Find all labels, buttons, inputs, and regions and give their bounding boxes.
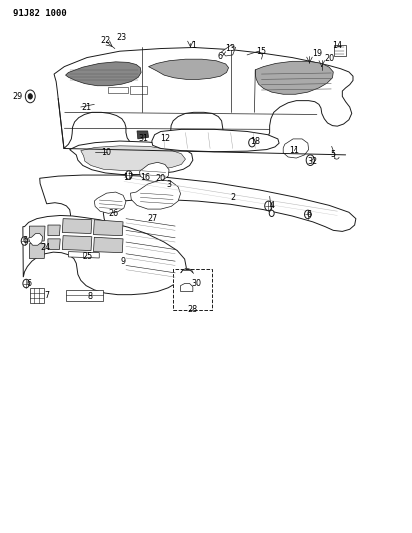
Circle shape [25,90,35,103]
Text: 28: 28 [188,304,198,313]
Circle shape [269,210,274,216]
Text: 15: 15 [256,47,267,55]
Polygon shape [108,87,128,93]
Polygon shape [283,139,309,158]
Polygon shape [40,175,356,233]
Circle shape [265,201,272,211]
Text: 8: 8 [88,292,93,301]
Text: 5: 5 [331,150,336,159]
Text: 2: 2 [230,193,235,202]
Polygon shape [94,192,126,213]
Text: 11: 11 [289,146,299,155]
Polygon shape [62,236,92,251]
Text: 32: 32 [308,157,318,166]
Text: 3: 3 [166,180,171,189]
Text: 31: 31 [138,134,149,143]
Text: 6: 6 [218,52,223,61]
Text: 30: 30 [191,279,201,288]
Text: 6: 6 [23,237,28,246]
FancyBboxPatch shape [173,269,212,310]
Text: 25: 25 [83,253,93,261]
Text: 91J82 1000: 91J82 1000 [13,9,67,18]
Polygon shape [94,237,123,253]
Text: 1: 1 [191,42,196,51]
Text: 23: 23 [117,34,127,43]
Polygon shape [29,226,45,241]
Circle shape [306,155,314,165]
Polygon shape [148,59,229,79]
Polygon shape [68,252,99,258]
Text: 20: 20 [324,54,334,62]
Circle shape [21,237,28,245]
Polygon shape [334,45,346,56]
Polygon shape [62,219,92,233]
Text: 21: 21 [82,102,92,111]
Text: 20: 20 [155,174,165,183]
Text: 24: 24 [40,244,50,253]
Text: 29: 29 [12,92,22,101]
Polygon shape [48,225,60,236]
Polygon shape [54,47,353,149]
Polygon shape [131,180,180,209]
Text: 18: 18 [250,137,260,146]
Circle shape [28,94,32,99]
Text: 19: 19 [312,50,322,58]
Polygon shape [222,45,236,56]
Text: 16: 16 [140,173,150,182]
Circle shape [304,210,311,219]
Polygon shape [180,284,193,292]
Text: 6: 6 [26,279,31,288]
Text: 14: 14 [332,42,342,51]
Polygon shape [152,130,279,152]
Text: 4: 4 [269,201,274,211]
Text: 27: 27 [147,214,158,223]
Text: 17: 17 [123,173,133,182]
Polygon shape [30,288,44,303]
Polygon shape [70,141,193,174]
Text: 13: 13 [225,44,235,53]
Circle shape [126,171,132,179]
Polygon shape [156,169,167,179]
Polygon shape [255,61,333,94]
Polygon shape [140,163,169,181]
Circle shape [249,139,255,147]
Polygon shape [48,239,60,249]
Polygon shape [137,131,148,139]
Circle shape [23,279,29,288]
Polygon shape [66,62,141,86]
Text: 6: 6 [307,210,312,219]
Polygon shape [66,290,103,301]
Text: 26: 26 [108,209,119,218]
Polygon shape [28,233,42,245]
Text: 7: 7 [44,291,49,300]
Polygon shape [131,86,147,94]
Text: 10: 10 [102,148,112,157]
Text: 12: 12 [160,134,170,143]
Polygon shape [29,244,45,259]
Polygon shape [23,215,186,295]
Text: 9: 9 [120,257,126,265]
Polygon shape [94,220,123,236]
Polygon shape [81,146,185,170]
Text: 22: 22 [100,36,110,45]
